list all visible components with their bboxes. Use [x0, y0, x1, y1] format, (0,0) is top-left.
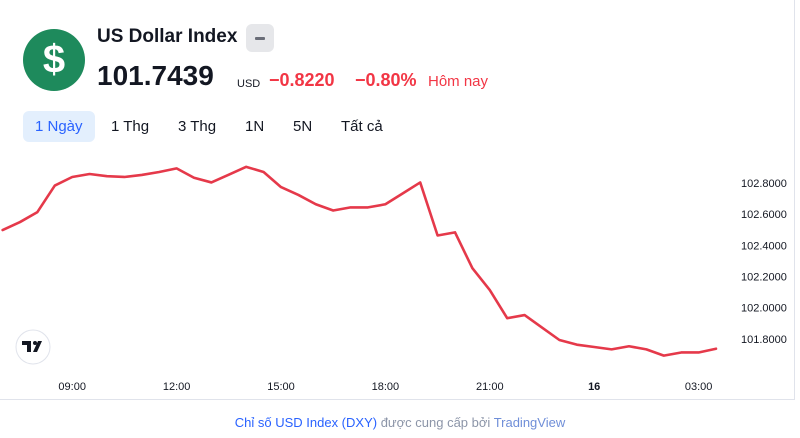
icon-circle: [23, 29, 85, 91]
symbol-icon: $: [23, 29, 85, 91]
x-tick-label: 03:00: [685, 381, 713, 393]
chart: 101.8000 102.0000 102.2000 102.4000 102.6000…: [1, 165, 787, 393]
symbol-title: US Dollar Index: [97, 26, 238, 47]
range-tab[interactable]: 3 Thg: [178, 118, 217, 135]
x-tick-label: 16: [588, 381, 600, 393]
footer-text: được cung cấp bởi: [380, 415, 491, 430]
price-change-percent: −0.80%: [355, 70, 417, 90]
badge-dash: [255, 37, 265, 40]
x-tick-label: 12:00: [163, 381, 191, 393]
range-tab[interactable]: 1 Ngày: [23, 111, 95, 142]
tradingview-logo[interactable]: [15, 329, 51, 365]
tradingview-logo-dot: [33, 341, 37, 345]
icon-glyph: $: [43, 38, 65, 82]
x-tick-label: 15:00: [267, 381, 295, 393]
range-tab[interactable]: 5N: [293, 118, 313, 135]
market-status-badge[interactable]: [246, 24, 274, 52]
currency: USD: [237, 78, 261, 90]
price: 101.7439: [97, 60, 214, 91]
footer-link[interactable]: Chỉ số USD Index (DXY): [234, 415, 378, 430]
y-tick-label: 102.2000: [741, 272, 787, 284]
y-tick-label: 102.4000: [741, 240, 787, 252]
period-label: Hôm nay: [428, 73, 489, 90]
range-tab[interactable]: 1N: [245, 118, 265, 135]
x-tick-label: 21:00: [476, 381, 504, 393]
x-tick-label: 18:00: [372, 381, 400, 393]
widget-frame: [0, 0, 795, 400]
range-tab[interactable]: Tất cả: [341, 118, 383, 135]
footer-provider[interactable]: TradingView: [493, 415, 566, 430]
tradingview-logo-mark: [22, 341, 42, 352]
range-tab[interactable]: 1 Thg: [111, 118, 150, 135]
x-tick-label: 09:00: [58, 381, 86, 393]
y-tick-label: 102.6000: [741, 209, 787, 221]
price-change: −0.8220: [269, 70, 335, 90]
y-tick-label: 102.8000: [741, 178, 787, 190]
y-tick-label: 102.0000: [741, 303, 787, 315]
price-line: [1, 165, 718, 357]
y-tick-label: 101.8000: [741, 334, 787, 346]
footer: Chỉ số USD Index (DXY) được cung cấp bởi…: [0, 415, 800, 430]
